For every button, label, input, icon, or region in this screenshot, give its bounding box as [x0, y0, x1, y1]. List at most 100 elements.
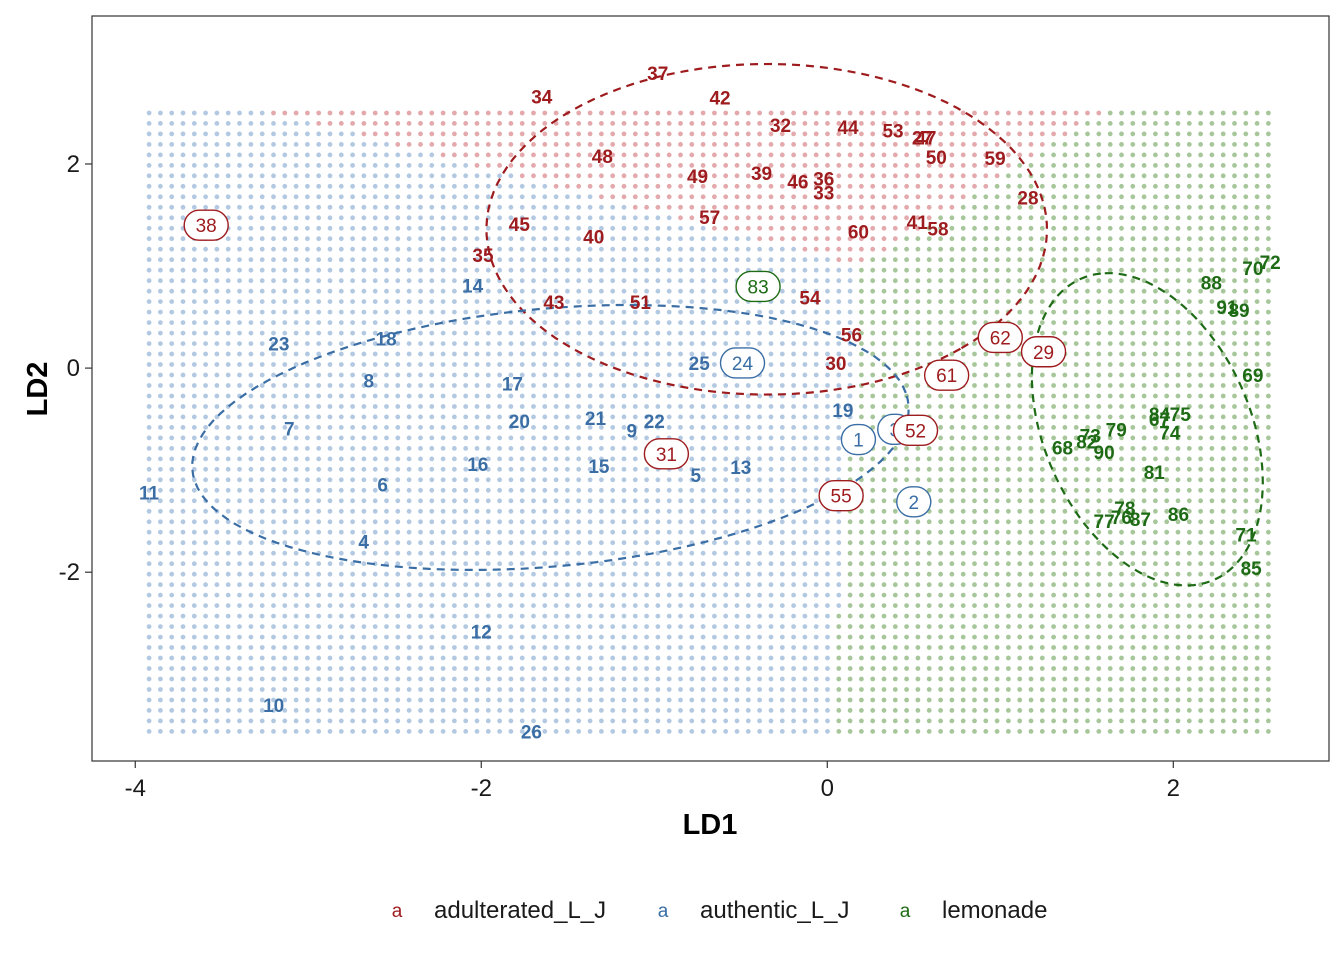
- point-label: 10: [263, 696, 284, 717]
- point-label-boxed: 29: [1020, 336, 1067, 368]
- point-label: 74: [1159, 423, 1181, 444]
- point-label: 82: [1076, 433, 1097, 454]
- point-label: 49: [687, 167, 708, 188]
- confidence-ellipses: [191, 62, 1264, 587]
- point-label: 7: [284, 419, 295, 440]
- point-label-boxed: 83: [735, 270, 781, 303]
- point-label: 51: [630, 293, 652, 314]
- point-label: 46: [787, 172, 808, 193]
- point-label: 44: [837, 118, 859, 139]
- point-label: 40: [583, 227, 604, 248]
- point-label: 48: [592, 147, 613, 168]
- label-box: [719, 347, 766, 379]
- point-label: 50: [926, 148, 947, 169]
- point-label-text: 29: [1033, 343, 1054, 364]
- ellipse-authentic-l-j: [191, 303, 910, 571]
- point-labels: 1234567891011121314151617181920212223242…: [139, 64, 1281, 743]
- point-label: 17: [502, 374, 523, 395]
- y-axis-title: LD2: [22, 362, 54, 417]
- point-label: 91: [1216, 298, 1238, 319]
- point-label: 33: [813, 184, 834, 205]
- point-label: 15: [588, 457, 610, 478]
- label-box: [892, 414, 939, 447]
- point-label-text: 24: [732, 354, 754, 375]
- point-label-boxed: 55: [818, 479, 864, 512]
- label-box: [643, 438, 690, 470]
- point-label: 42: [709, 89, 730, 110]
- point-label: 14: [462, 276, 484, 297]
- point-label: 54: [799, 289, 821, 310]
- label-box: [1020, 336, 1067, 368]
- point-label: 22: [644, 412, 665, 433]
- point-label-text: 52: [905, 421, 926, 442]
- point-label: 75: [1170, 405, 1192, 426]
- point-label: 16: [467, 455, 488, 476]
- point-label: 9: [626, 421, 637, 442]
- point-label-text: 1: [853, 431, 864, 452]
- x-tick-label: 2: [1167, 775, 1180, 802]
- x-axis-title: LD1: [683, 809, 738, 841]
- point-label: 77: [1094, 512, 1115, 533]
- point-label: 79: [1106, 420, 1127, 441]
- point-label: 6: [377, 475, 388, 496]
- x-tick-label: 0: [821, 775, 834, 802]
- point-label: 86: [1168, 505, 1189, 526]
- point-label: 53: [882, 121, 903, 142]
- label-box: [923, 359, 970, 391]
- point-label: 87: [1130, 510, 1151, 531]
- label-box: [977, 321, 1023, 354]
- point-label: 81: [1144, 463, 1166, 484]
- point-label-boxed: 62: [977, 321, 1023, 354]
- point-label: 67: [1149, 410, 1170, 431]
- point-label-boxed: 52: [892, 414, 939, 447]
- label-box: [735, 270, 781, 303]
- point-label: 88: [1201, 273, 1222, 294]
- point-label: 68: [1052, 439, 1073, 460]
- point-label: 39: [751, 164, 772, 185]
- point-label: 37: [647, 64, 668, 85]
- point-label: 78: [1114, 499, 1135, 520]
- point-label-text: 38: [196, 216, 217, 237]
- point-label: 13: [730, 458, 751, 479]
- point-label: 60: [848, 222, 869, 243]
- ellipse-lemonade: [1030, 272, 1264, 587]
- point-label: 57: [699, 208, 720, 229]
- point-label-boxed: 1: [840, 423, 877, 456]
- point-label: 26: [521, 722, 542, 743]
- label-box: [840, 423, 877, 456]
- point-label: 4: [358, 533, 369, 554]
- point-label-boxed: 24: [719, 347, 766, 379]
- legend-key-glyph: a: [900, 901, 911, 922]
- point-label-boxed: 2: [896, 486, 932, 518]
- x-tick-label: -4: [125, 775, 146, 802]
- point-label: 71: [1235, 525, 1257, 546]
- point-label: 36: [813, 169, 834, 190]
- point-label-boxed: 31: [643, 438, 690, 470]
- legend-label: adulterated_L_J: [434, 897, 606, 924]
- legend-label: authentic_L_J: [700, 897, 849, 924]
- point-label-text: 62: [990, 328, 1011, 349]
- point-label: 19: [832, 401, 853, 422]
- legend-item-authentic-l-j: a authentic_L_J: [658, 897, 850, 924]
- point-label: 20: [509, 412, 530, 433]
- legend-key-glyph: a: [392, 901, 403, 922]
- point-label: 25: [689, 354, 711, 375]
- point-label-text: 61: [936, 366, 957, 387]
- point-label: 47: [915, 128, 936, 149]
- legend-key-glyph: a: [658, 901, 669, 922]
- point-label: 41: [907, 213, 929, 234]
- point-label: 5: [691, 466, 702, 487]
- point-label-text: 83: [748, 277, 769, 298]
- point-label: 90: [1094, 443, 1115, 464]
- point-label: 69: [1242, 366, 1263, 387]
- legend-item-adulterated-l-j: a adulterated_L_J: [392, 897, 606, 924]
- point-label: 11: [139, 484, 160, 505]
- point-label: 72: [1260, 253, 1281, 274]
- point-label: 70: [1242, 259, 1263, 280]
- point-label: 45: [509, 215, 531, 236]
- point-label: 73: [1080, 426, 1101, 447]
- legend: a adulterated_L_J a authentic_L_J a lemonade: [392, 897, 1048, 924]
- label-box: [818, 479, 864, 512]
- x-tick-label: -2: [471, 775, 492, 802]
